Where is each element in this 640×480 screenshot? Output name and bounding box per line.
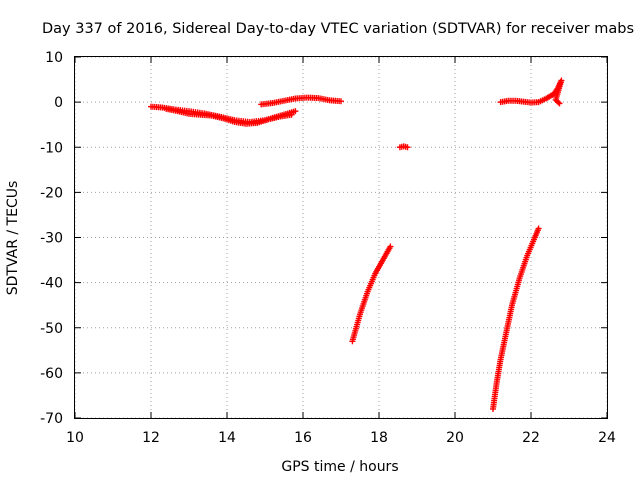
y-tick-label: -60 (40, 366, 63, 382)
data-point-arc-5 (387, 243, 394, 250)
tick-labels: 10 12 14 16 18 20 22 24 10 0 -10 -20 -30 -40 -50 -60 -70 (40, 50, 616, 446)
data-point-arc-1 (292, 108, 299, 115)
y-tick-label: -10 (40, 140, 63, 156)
x-axis-label: GPS time / hours (281, 459, 398, 475)
y-tick-label: -70 (40, 411, 63, 427)
x-tick-label: 22 (522, 430, 540, 446)
chart-title: Day 337 of 2016, Sidereal Day-to-day VTE… (42, 21, 634, 37)
data-points (148, 77, 565, 412)
data-point-arc-2 (288, 111, 295, 118)
x-tick-label: 24 (598, 430, 616, 446)
data-point-arc-4 (404, 144, 411, 151)
trace-point-arc-7 (555, 99, 562, 106)
x-tick-label: 20 (446, 430, 464, 446)
x-tick-label: 18 (370, 430, 388, 446)
x-tick-label: 14 (218, 430, 236, 446)
y-tick-label: 10 (45, 50, 63, 66)
y-tick-label: -20 (40, 185, 63, 201)
data-point-arc-7 (556, 100, 563, 107)
plot-frame (74, 56, 608, 419)
data-point-arc-6 (535, 225, 542, 232)
y-tick-label: -30 (40, 231, 63, 247)
x-tick-label: 16 (294, 430, 312, 446)
y-axis-label: SDTVAR / TECUs (5, 181, 21, 296)
y-tick-label: -40 (40, 276, 63, 292)
data-point-arc-3 (338, 98, 344, 105)
grid-lines (74, 56, 608, 419)
x-tick-label: 10 (66, 430, 84, 446)
x-tick-label: 12 (142, 430, 160, 446)
y-tick-label: -50 (40, 321, 63, 337)
y-tick-label: 0 (54, 95, 63, 111)
